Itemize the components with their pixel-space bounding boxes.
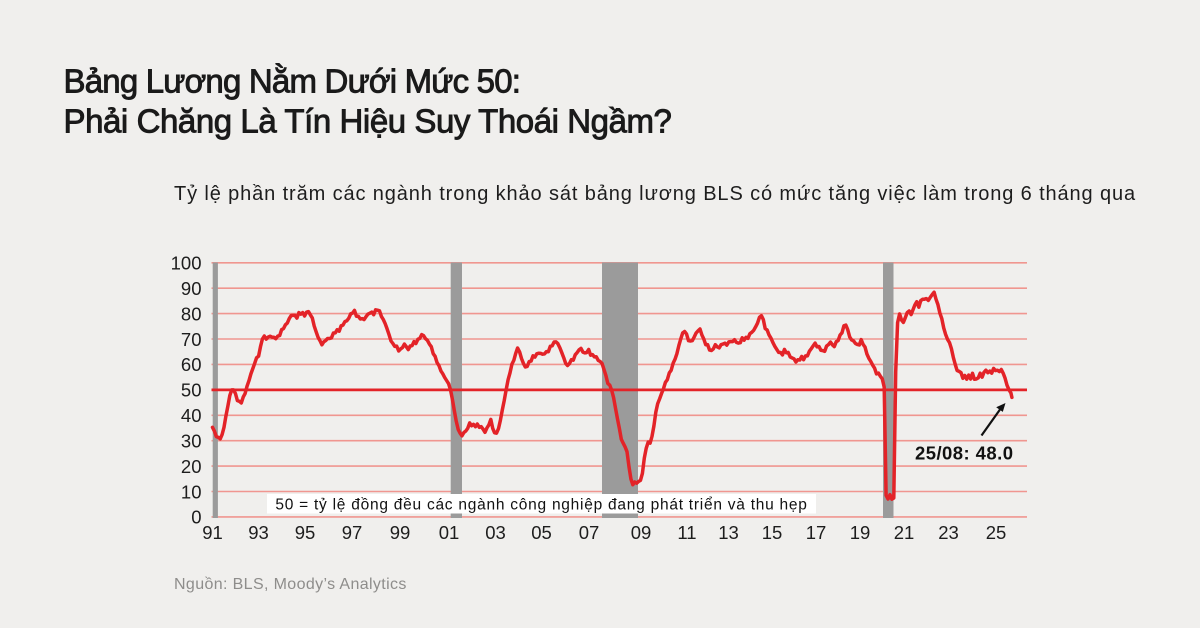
svg-text:30: 30 [181,431,202,452]
svg-text:50: 50 [181,380,202,401]
svg-text:23: 23 [938,522,959,543]
svg-text:07: 07 [579,522,600,543]
svg-text:95: 95 [295,522,316,543]
svg-text:93: 93 [248,522,269,543]
svg-text:Phải Chăng Là Tín Hiệu Suy Tho: Phải Chăng Là Tín Hiệu Suy Thoái Ngầm? [64,103,672,140]
svg-text:20: 20 [181,456,202,477]
svg-text:10: 10 [181,481,202,502]
svg-text:13: 13 [718,522,739,543]
svg-text:97: 97 [342,522,363,543]
svg-text:70: 70 [181,329,202,350]
svg-text:91: 91 [202,522,223,543]
svg-text:60: 60 [181,354,202,375]
svg-text:25: 25 [986,522,1007,543]
svg-text:40: 40 [181,405,202,426]
svg-text:11: 11 [677,522,696,543]
svg-text:03: 03 [485,522,506,543]
svg-text:17: 17 [806,522,827,543]
svg-text:21: 21 [894,522,915,543]
svg-text:Nguồn: BLS, Moody’s Analytics: Nguồn: BLS, Moody’s Analytics [174,576,407,593]
svg-text:100: 100 [171,253,202,274]
svg-text:Tỷ lệ phần trăm các ngành tron: Tỷ lệ phần trăm các ngành trong khảo sát… [174,183,1136,205]
svg-text:25/08: 48.0: 25/08: 48.0 [915,443,1013,464]
svg-text:09: 09 [631,522,652,543]
svg-text:90: 90 [181,278,202,299]
svg-text:50 = tỷ lệ đồng đều các ngành: 50 = tỷ lệ đồng đều các ngành công nghiệ… [275,496,807,513]
svg-text:0: 0 [191,507,201,528]
svg-text:05: 05 [531,522,552,543]
svg-text:80: 80 [181,303,202,324]
svg-text:Bảng Lương Nằm Dưới Mức 50:: Bảng Lương Nằm Dưới Mức 50: [64,63,521,100]
svg-text:01: 01 [439,522,460,543]
svg-text:15: 15 [762,522,783,543]
svg-text:19: 19 [850,522,871,543]
svg-text:99: 99 [390,522,411,543]
